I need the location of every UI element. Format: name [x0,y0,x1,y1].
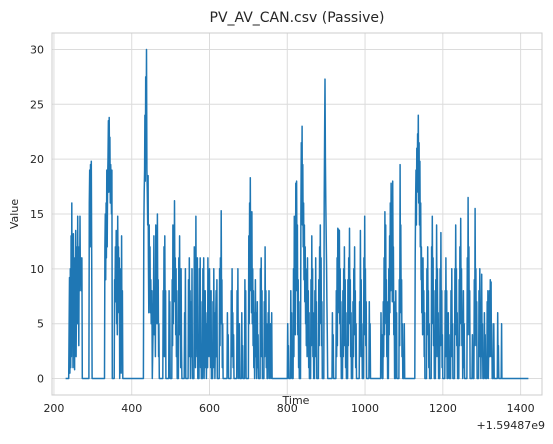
y-axis-label: Value [8,199,21,229]
y-tick-label: 5 [37,318,44,331]
y-tick-label: 25 [30,98,44,111]
x-tick-label: 800 [277,402,298,415]
x-tick-label: 1400 [507,402,535,415]
x-tick-label: 200 [43,402,64,415]
x-offset-label: +1.59487e9 [477,419,545,432]
x-tick-label: 1000 [351,402,379,415]
x-tick-label: 400 [121,402,142,415]
series-line [65,48,529,380]
plot-frame [51,32,543,396]
chart-title: PV_AV_CAN.csv (Passive) [210,10,385,26]
y-axis-ticks: 0 5 10 15 20 25 30 [30,43,44,385]
y-tick-label: 15 [30,208,44,221]
y-tick-label: 30 [30,43,44,56]
y-tick-label: 10 [30,263,44,276]
grid [52,33,542,395]
series-group [65,48,529,380]
x-axis-ticks: 200 400 600 800 1000 1200 1400 [43,402,534,415]
y-tick-label: 0 [37,373,44,386]
x-tick-label: 600 [199,402,220,415]
x-axis-label: Time [282,394,310,407]
y-tick-label: 20 [30,153,44,166]
x-tick-label: 1200 [429,402,457,415]
